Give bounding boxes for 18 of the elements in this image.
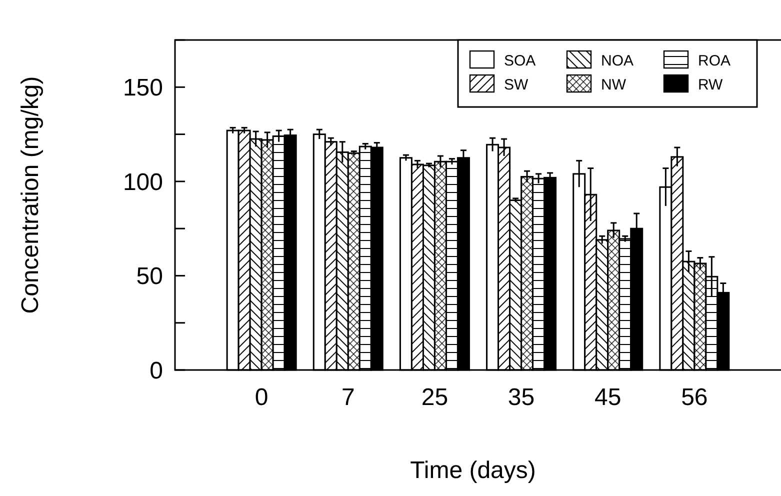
legend-label: SOA: [504, 52, 536, 70]
y-tick-label: 150: [122, 74, 163, 102]
legend-label: RW: [698, 76, 724, 94]
legend-label: ROA: [698, 52, 731, 70]
x-tick-label: 56: [681, 384, 708, 411]
legend-label: NOA: [601, 52, 634, 70]
x-tick-label: 35: [508, 384, 535, 411]
y-tick-label: 100: [122, 168, 163, 196]
legend-label: SW: [504, 76, 530, 94]
x-tick-label: 25: [421, 384, 448, 411]
x-tick-label: 0: [254, 384, 268, 411]
x-tick-label: 45: [594, 384, 622, 411]
y-tick-label: 50: [136, 263, 163, 290]
y-axis-title: Concentration (mg/kg): [17, 76, 44, 314]
legend-label: NW: [601, 76, 627, 94]
x-tick-label: 7: [341, 384, 355, 411]
x-axis-title: Time (days): [410, 457, 536, 484]
y-tick-label: 0: [150, 357, 163, 384]
